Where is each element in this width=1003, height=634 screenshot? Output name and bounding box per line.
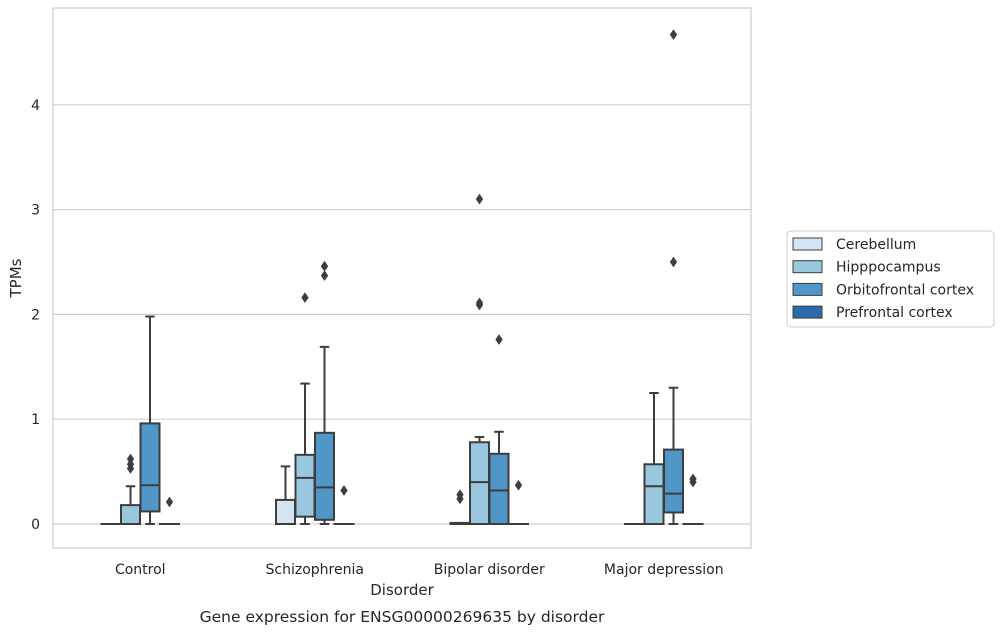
box-body — [488, 452, 510, 525]
outlier-point — [475, 297, 484, 309]
outlier-point — [514, 479, 523, 491]
box-plot-mark — [333, 485, 355, 526]
y-tick-label: 4 — [31, 98, 40, 114]
box-plot-mark — [314, 260, 335, 525]
box-plot-mark — [120, 453, 141, 525]
y-tick-label: 3 — [31, 203, 40, 219]
legend-swatch — [792, 305, 823, 319]
box-body — [294, 453, 316, 518]
y-tick-label: 0 — [31, 517, 40, 533]
x-tick-labels: Control Schizophrenia Bipolar disorder Majo… — [115, 562, 724, 578]
y-tick-label: 2 — [31, 307, 40, 323]
outlier-point — [495, 334, 503, 345]
y-tick-labels: 0 1 2 3 4 — [31, 98, 40, 533]
outlier-point — [669, 256, 678, 268]
box-body — [120, 504, 141, 525]
box-plot-mark — [294, 292, 316, 525]
box-plots — [100, 29, 704, 526]
plot-frame — [52, 7, 752, 549]
outlier-point — [689, 473, 697, 485]
x-tick-label: Bipolar disorder — [434, 562, 545, 578]
outlier-point — [165, 496, 174, 508]
legend-label: Prefrontal cortex — [836, 305, 953, 321]
outlier-point — [475, 193, 484, 205]
x-tick-label: Control — [115, 562, 166, 578]
box-plot-mark — [663, 29, 684, 525]
box-plot-mark — [449, 489, 471, 526]
box-plot-mark — [139, 315, 161, 525]
chart-title: Gene expression for ENSG00000269635 by d… — [200, 608, 605, 626]
legend: Cerebellum Hipppocampus Orbitofrontal cort… — [786, 230, 995, 328]
x-tick-label: Major depression — [604, 562, 724, 578]
box-body — [275, 498, 296, 525]
box-body — [469, 441, 490, 526]
box-body — [314, 431, 335, 521]
legend-label: Cerebellum — [836, 237, 916, 253]
outlier-point — [301, 292, 309, 304]
x-axis-label: Disorder — [370, 581, 434, 599]
outlier-point — [340, 485, 348, 496]
box-body — [139, 422, 161, 513]
y-tick-label: 1 — [31, 412, 40, 428]
box-plot-mark — [508, 479, 529, 526]
box-plot-mark — [159, 496, 180, 526]
box-plot-mark — [643, 392, 665, 526]
outlier-point — [320, 260, 329, 272]
box-body — [663, 448, 684, 514]
x-tick-label: Schizophrenia — [266, 562, 364, 578]
legend-frame — [786, 230, 995, 328]
box-plot-mark — [488, 334, 510, 525]
legend-label: Orbitofrontal cortex — [836, 282, 974, 298]
legend-swatch — [792, 282, 823, 296]
legend-label: Hipppocampus — [836, 260, 941, 276]
legend-swatch — [792, 237, 823, 251]
outlier-point — [456, 489, 464, 501]
outlier-point — [320, 270, 329, 282]
outlier-point — [126, 453, 135, 465]
y-axis-label: TPMs — [7, 258, 25, 298]
box-body — [643, 463, 665, 526]
legend-swatch — [792, 260, 823, 274]
box-plot-mark — [275, 465, 296, 525]
outlier-point — [669, 29, 678, 41]
box-plot-mark — [682, 473, 704, 526]
